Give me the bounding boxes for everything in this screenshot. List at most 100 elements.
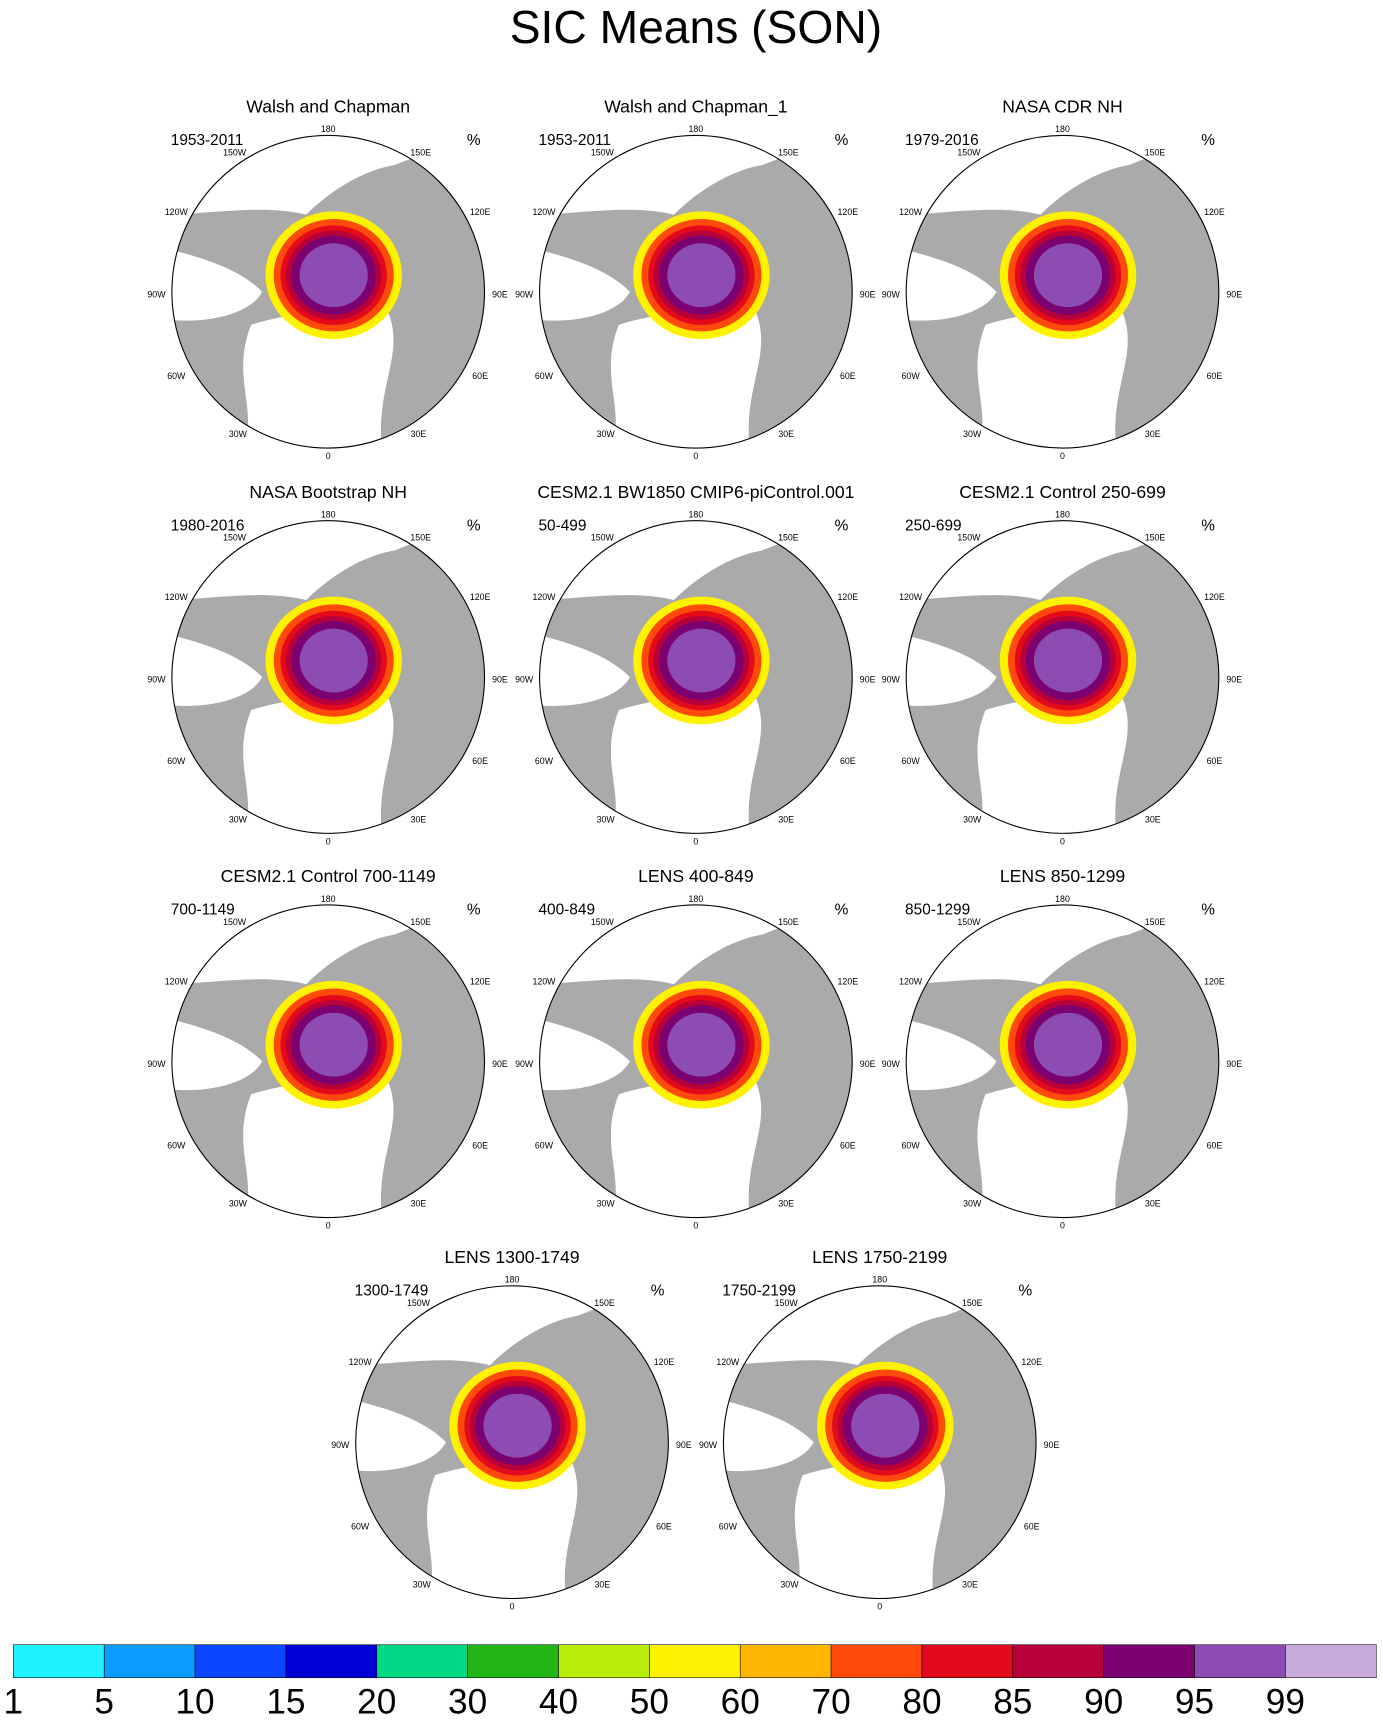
lon-label: 60W <box>167 1140 186 1150</box>
lon-label: 90E <box>860 289 876 299</box>
lon-label: 30E <box>1145 1199 1161 1209</box>
lon-label: 150W <box>591 533 615 543</box>
lon-label: 60E <box>656 1521 672 1531</box>
panel-title: CESM2.1 BW1850 CMIP6-piControl.001 <box>537 482 854 502</box>
ocean <box>607 309 762 449</box>
lon-label: 60E <box>472 1140 488 1150</box>
lon-label: 150E <box>410 533 431 543</box>
panel-units: % <box>1018 1282 1032 1299</box>
panel-title: CESM2.1 Control 250-699 <box>959 482 1166 502</box>
ocean <box>974 309 1128 449</box>
lon-label: 180 <box>505 1275 520 1285</box>
lon-label: 60W <box>535 1140 554 1150</box>
lon-label: 150E <box>1145 917 1166 927</box>
colorbar-box <box>649 1644 741 1679</box>
lon-label: 150W <box>957 917 981 927</box>
lon-label: 60W <box>535 371 554 381</box>
panel-title: Walsh and Chapman_1 <box>604 97 787 118</box>
sea-ice <box>667 1012 736 1077</box>
ocean <box>539 247 630 321</box>
panel-units: % <box>467 132 481 149</box>
lon-label: 90E <box>492 289 508 299</box>
lon-label: 0 <box>693 837 698 847</box>
colorbar-box <box>921 1644 1014 1679</box>
lon-label: 90E <box>492 675 508 685</box>
lon-label: 120W <box>165 207 189 217</box>
lon-label: 60E <box>1207 1140 1223 1150</box>
sea-ice <box>299 243 368 308</box>
ocean <box>240 309 394 449</box>
lon-label: 30W <box>963 1199 982 1209</box>
lon-label: 0 <box>326 451 331 461</box>
lon-label: 180 <box>689 894 704 904</box>
lon-label: 120W <box>899 976 923 986</box>
ocean <box>171 633 263 706</box>
sea-ice <box>667 243 736 308</box>
lon-label: 180 <box>1055 510 1070 520</box>
lon-label: 60E <box>1024 1521 1040 1531</box>
ocean <box>607 1078 762 1218</box>
lon-label: 90W <box>147 675 166 685</box>
lon-label: 180 <box>1055 124 1070 134</box>
lon-label: 60E <box>1207 371 1223 381</box>
map-panel: CESM2.1 Control 250-699 250-699 % 180 150W 15… <box>882 482 1242 847</box>
lon-label: 30E <box>778 814 794 824</box>
map-border <box>722 1285 1037 1600</box>
colorbar-box <box>467 1644 559 1679</box>
lon-label: 60W <box>902 1140 921 1150</box>
map-border <box>905 904 1220 1219</box>
lon-label: 120E <box>1204 592 1225 602</box>
lon-label: 90E <box>1226 1059 1242 1069</box>
figure-title: SIC Means (SON) <box>510 1 882 53</box>
lon-label: 150W <box>957 147 981 157</box>
lon-label: 60W <box>902 756 921 766</box>
lon-label: 90E <box>860 675 876 685</box>
lon-label: 150E <box>1145 533 1166 543</box>
lon-label: 150E <box>778 917 799 927</box>
panel-period: 1953-2011 <box>171 132 244 149</box>
lon-label: 90W <box>882 1059 901 1069</box>
map-panel: LENS 1750-2199 1750-2199 % 180 150W 150E 120W 1… <box>699 1247 1059 1612</box>
lon-label: 120W <box>899 207 923 217</box>
lon-label: 30E <box>1145 429 1161 439</box>
colorbar-box <box>13 1644 105 1679</box>
panel-units: % <box>835 902 849 919</box>
lon-label: 180 <box>689 510 704 520</box>
lon-label: 180 <box>321 894 336 904</box>
lon-label: 30W <box>229 814 248 824</box>
colorbar-label: 30 <box>448 1682 487 1721</box>
lon-label: 30E <box>778 429 794 439</box>
lon-label: 120E <box>1204 207 1225 217</box>
lon-label: 180 <box>689 124 704 134</box>
ocean <box>607 694 762 834</box>
lon-label: 0 <box>510 1602 515 1612</box>
colorbar-label: 70 <box>811 1682 850 1721</box>
lon-label: 120E <box>838 976 859 986</box>
lon-label: 90E <box>1044 1440 1060 1450</box>
panel-units: % <box>1201 902 1215 919</box>
map-panel: Walsh and Chapman_1 1953-2011 % 180 150W 150E… <box>515 97 875 462</box>
lon-label: 0 <box>326 837 331 847</box>
colorbar-box <box>285 1644 378 1679</box>
colorbar-label: 10 <box>175 1682 214 1721</box>
lon-label: 150E <box>962 1298 983 1308</box>
lon-label: 30E <box>1145 814 1161 824</box>
lon-label: 120E <box>1204 976 1225 986</box>
map-body <box>539 135 853 449</box>
panel-units: % <box>1201 132 1215 149</box>
lon-label: 120E <box>838 207 859 217</box>
lon-label: 150E <box>778 533 799 543</box>
lon-label: 180 <box>321 510 336 520</box>
panel-units: % <box>651 1282 665 1299</box>
lon-label: 90W <box>515 289 534 299</box>
lon-label: 30W <box>597 814 616 824</box>
lon-label: 30W <box>413 1580 432 1590</box>
colorbar-label: 40 <box>539 1682 578 1721</box>
map-body <box>539 904 853 1218</box>
lon-label: 60W <box>535 756 554 766</box>
ocean <box>423 1459 578 1599</box>
lon-label: 90W <box>147 289 166 299</box>
lon-label: 0 <box>1060 451 1065 461</box>
lon-label: 90E <box>1226 289 1242 299</box>
